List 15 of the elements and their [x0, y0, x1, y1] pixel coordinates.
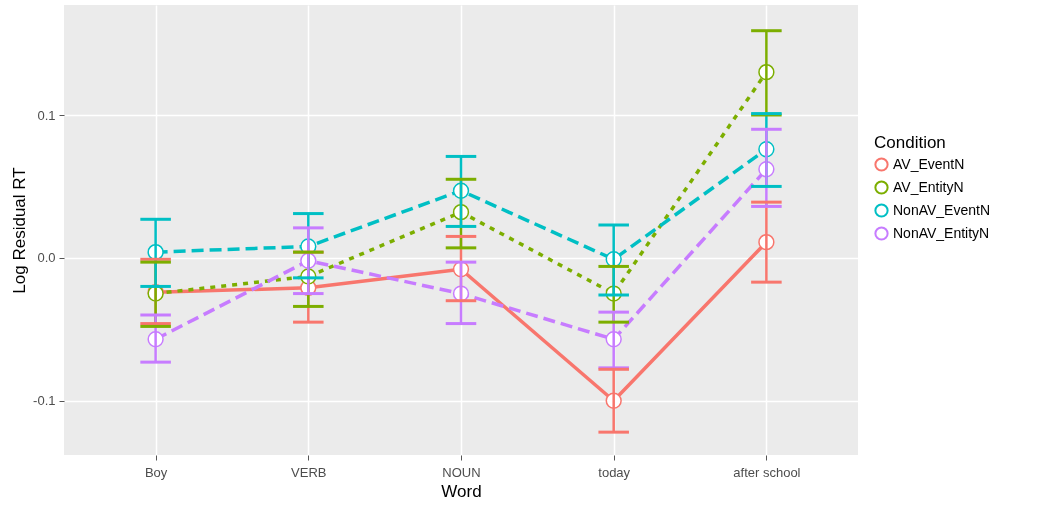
y-tick-label: -0.1 [33, 393, 56, 409]
y-axis-title: Log Residual RT [10, 167, 30, 294]
x-tick-label: Boy [144, 464, 168, 480]
legend-label: AV_EntityN [893, 178, 964, 195]
legend-title: Condition [874, 133, 946, 152]
x-axis-title: Word [441, 481, 482, 501]
y-tick-label: 0.0 [37, 250, 56, 266]
y-tick-label: 0.1 [37, 107, 56, 123]
x-tick-label: NOUN [442, 464, 481, 480]
legend-label: NonAV_EventN [893, 201, 991, 218]
legend-label: NonAV_EntityN [893, 224, 990, 241]
x-tick-label: today [598, 464, 631, 480]
legend-label: AV_EventN [893, 155, 965, 172]
x-tick-label: after school [733, 464, 801, 480]
x-tick-label: VERB [291, 464, 327, 480]
